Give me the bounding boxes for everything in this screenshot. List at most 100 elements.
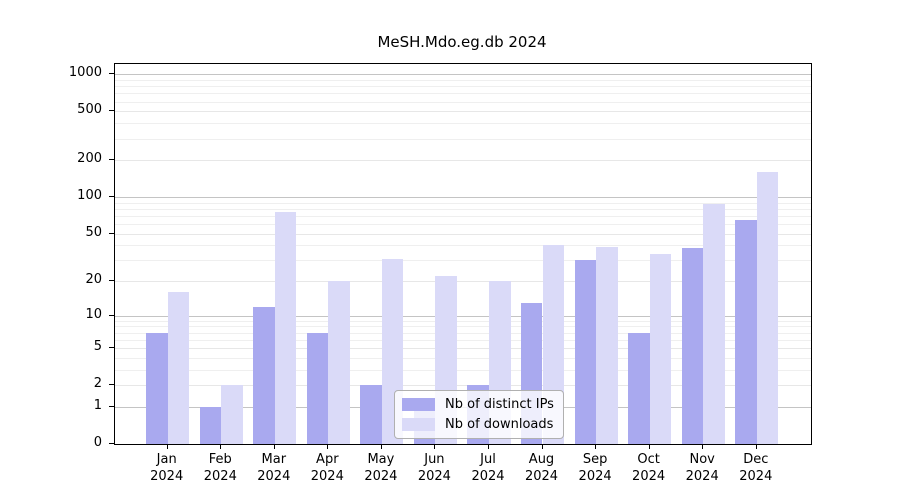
bar-distinct-ips (628, 332, 650, 444)
legend-swatch-distinct-ips (402, 398, 435, 411)
y-tick-mark (109, 159, 114, 161)
y-tick-label: 20 (85, 272, 102, 288)
legend-item-downloads: Nb of downloads (402, 417, 554, 432)
x-tick-mark (595, 444, 597, 449)
gridline (115, 326, 811, 328)
x-tick-label: Mar 2024 (257, 452, 291, 484)
bar-downloads (167, 292, 190, 444)
x-tick-label: Jun 2024 (417, 452, 451, 484)
bar-distinct-ips (681, 247, 704, 444)
x-tick-label: Oct 2024 (632, 452, 666, 484)
bar-downloads (756, 172, 779, 444)
y-tick-label: 100 (77, 188, 102, 203)
gridline (115, 281, 811, 283)
bar-downloads (274, 212, 297, 444)
gridline (115, 74, 811, 76)
bar-downloads (328, 281, 350, 444)
x-tick-label: Feb 2024 (203, 452, 237, 484)
x-tick-label: Dec 2024 (739, 452, 773, 484)
x-tick-mark (541, 444, 543, 449)
y-tick-mark (109, 347, 114, 349)
y-tick-mark (109, 443, 114, 444)
gridline (115, 348, 811, 350)
gridline (115, 202, 811, 204)
legend: Nb of distinct IPs Nb of downloads (394, 390, 564, 439)
gridline (115, 357, 811, 359)
y-tick-mark (109, 73, 114, 75)
x-tick-mark (648, 444, 650, 449)
gridline (115, 86, 811, 88)
x-tick-mark (755, 444, 757, 449)
y-tick-label: 50 (85, 224, 102, 240)
gridline (115, 369, 811, 371)
legend-item-distinct-ips: Nb of distinct IPs (402, 397, 554, 412)
gridline (115, 208, 811, 210)
y-tick-label: 200 (77, 151, 102, 167)
bar-distinct-ips (574, 260, 597, 444)
bar-distinct-ips (360, 385, 382, 444)
y-tick-label: 5 (93, 339, 102, 355)
x-tick-label: Jan 2024 (150, 452, 184, 484)
bar-distinct-ips (253, 306, 275, 444)
y-tick-label: 2 (93, 376, 102, 392)
x-tick-mark (434, 444, 436, 449)
bar-distinct-ips (306, 332, 329, 444)
gridline (115, 123, 811, 125)
x-tick-label: Sep 2024 (578, 452, 612, 484)
gridline (115, 339, 811, 341)
gridline (115, 93, 811, 95)
x-tick-label: Apr 2024 (310, 452, 344, 484)
gridline (115, 101, 811, 103)
gridline (115, 197, 811, 198)
y-tick-label: 1000 (68, 65, 102, 81)
x-tick-label: May 2024 (364, 452, 398, 484)
gridline (115, 79, 811, 81)
legend-swatch-downloads (402, 418, 435, 431)
plot-area: Nb of distinct IPs Nb of downloads (114, 63, 812, 445)
y-tick-label: 500 (77, 102, 102, 118)
x-tick-mark (488, 444, 489, 449)
legend-label-distinct-ips: Nb of distinct IPs (445, 397, 554, 412)
y-tick-mark (109, 232, 114, 234)
bar-downloads (703, 203, 725, 444)
x-tick-mark (166, 444, 168, 449)
y-tick-label: 1 (93, 397, 102, 413)
gridline (115, 332, 811, 334)
bar-distinct-ips (199, 406, 222, 444)
x-tick-mark (702, 444, 704, 449)
gridline (115, 320, 811, 322)
x-tick-mark (273, 444, 275, 449)
gridline (115, 224, 811, 225)
gridline (115, 385, 811, 387)
x-tick-label: Aug 2024 (524, 452, 559, 484)
x-tick-mark (380, 444, 382, 449)
bar-downloads (596, 246, 618, 444)
bar-downloads (649, 253, 672, 444)
x-tick-label: Nov 2024 (685, 452, 719, 484)
y-tick-mark (109, 196, 114, 197)
bar-distinct-ips (146, 332, 168, 444)
y-tick-label: 0 (93, 435, 102, 450)
gridline (115, 315, 811, 317)
y-tick-mark (109, 280, 114, 282)
gridline (115, 111, 811, 113)
x-tick-mark (327, 444, 329, 449)
gridline (115, 233, 811, 235)
y-tick-mark (109, 405, 114, 407)
gridline (115, 215, 811, 217)
bar-distinct-ips (735, 219, 757, 444)
y-tick-mark (109, 384, 114, 386)
chart-title: MeSH.Mdo.eg.db 2024 (377, 33, 547, 51)
x-tick-label: Jul 2024 (471, 452, 505, 484)
y-tick-mark (109, 314, 114, 316)
gridline (115, 260, 811, 262)
y-tick-label: 10 (85, 306, 102, 322)
gridline (115, 160, 811, 162)
legend-label-downloads: Nb of downloads (445, 417, 554, 432)
x-tick-mark (220, 444, 222, 449)
gridline (115, 138, 811, 140)
bar-downloads (221, 385, 243, 444)
y-tick-mark (109, 110, 114, 112)
gridline (115, 245, 811, 247)
